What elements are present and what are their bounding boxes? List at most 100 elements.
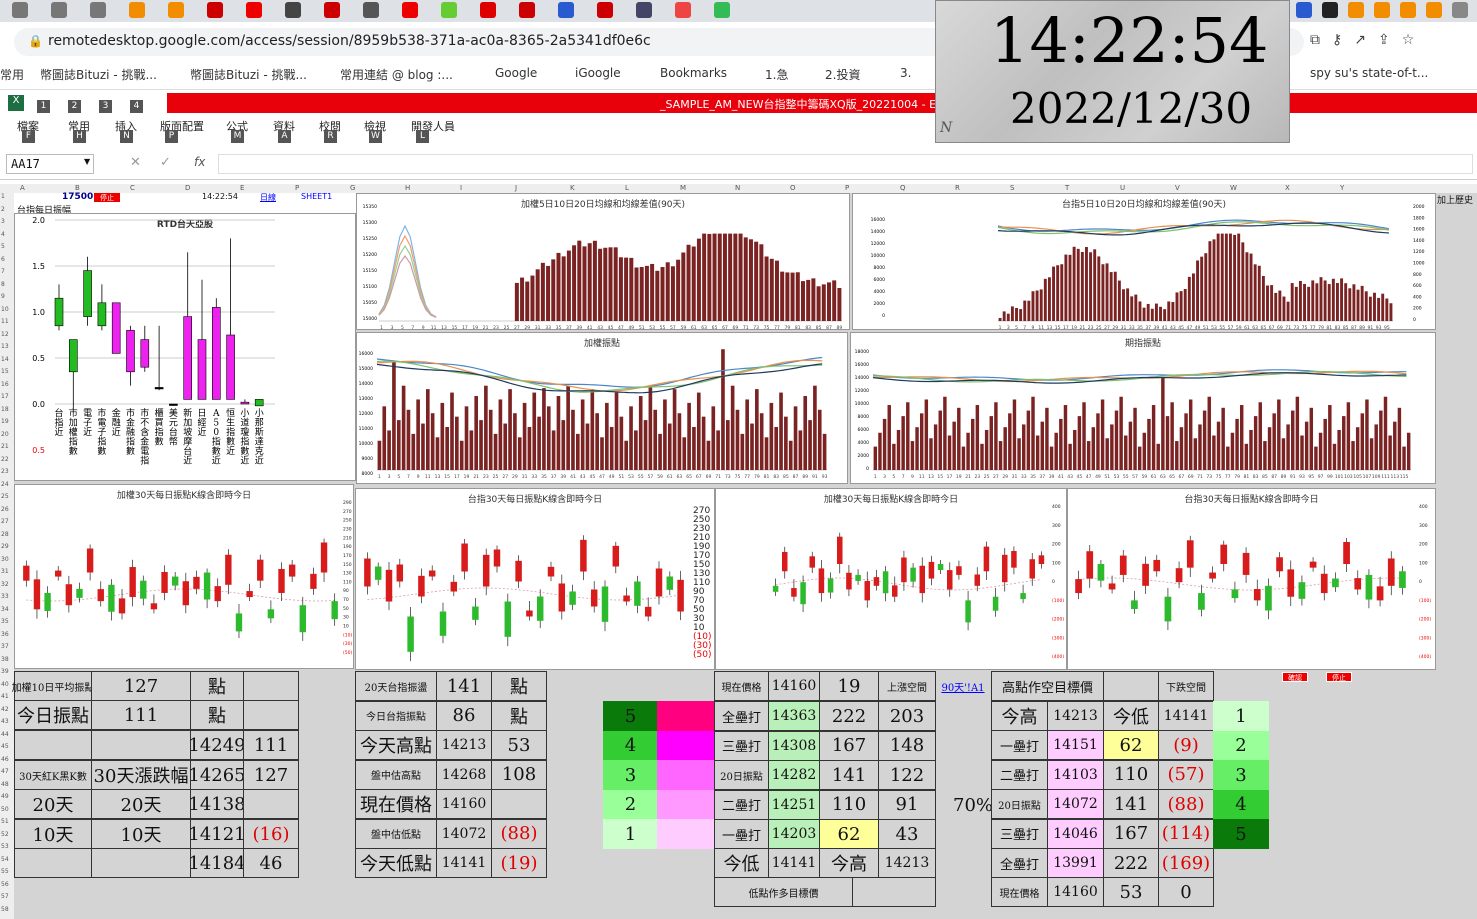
- fx-icon[interactable]: fx: [194, 155, 206, 169]
- row-header[interactable]: 15: [1, 368, 9, 375]
- row-header[interactable]: 12: [1, 330, 9, 338]
- tab-favicon-icon[interactable]: [51, 2, 67, 18]
- tab-favicon-icon[interactable]: [519, 2, 535, 18]
- tab-favicon-icon[interactable]: [324, 2, 340, 18]
- share-icon[interactable]: ⇪: [1378, 32, 1402, 48]
- row-header[interactable]: 16: [1, 380, 9, 388]
- tab-favicon-icon[interactable]: [1374, 2, 1390, 18]
- sheet-button[interactable]: 確認: [1282, 672, 1308, 682]
- row-header[interactable]: 58: [1, 905, 9, 913]
- row-header[interactable]: 24: [1, 480, 9, 488]
- row-header[interactable]: 35: [1, 618, 9, 625]
- row-header[interactable]: 34: [1, 605, 9, 613]
- ribbon-tab[interactable]: 常用: [68, 120, 90, 133]
- row-header[interactable]: 21: [1, 443, 9, 450]
- bookmark-item[interactable]: 常用: [0, 68, 25, 82]
- bookmark-item[interactable]: 3.: [900, 66, 912, 80]
- column-header[interactable]: Q: [900, 184, 906, 192]
- ribbon-tab[interactable]: 版面配置: [160, 120, 204, 133]
- row-header[interactable]: 19: [1, 418, 9, 425]
- tab-favicon-icon[interactable]: [1426, 2, 1442, 18]
- row-header[interactable]: 36: [1, 630, 9, 638]
- row-header[interactable]: 57: [1, 893, 9, 900]
- row-header[interactable]: 53: [1, 843, 9, 850]
- row-header[interactable]: 39: [1, 668, 9, 675]
- open-icon[interactable]: ↗: [1354, 32, 1378, 48]
- tab-favicon-icon[interactable]: [1348, 2, 1364, 18]
- row-header[interactable]: 50: [1, 805, 9, 813]
- sheet-button[interactable]: 停止: [1326, 672, 1352, 682]
- column-header[interactable]: Y: [1340, 184, 1345, 192]
- tab-favicon-icon[interactable]: [558, 2, 574, 18]
- ribbon-tab[interactable]: 插入: [115, 120, 137, 133]
- row-header[interactable]: 11: [1, 318, 9, 325]
- column-header[interactable]: D: [185, 184, 191, 192]
- bookmark-item[interactable]: 2.投資: [825, 68, 861, 82]
- row-header[interactable]: 7: [1, 268, 5, 275]
- row-header[interactable]: 40: [1, 680, 9, 688]
- row-header[interactable]: 9: [1, 293, 5, 300]
- tab-favicon-icon[interactable]: [675, 2, 691, 18]
- row-header[interactable]: 46: [1, 755, 9, 763]
- row-header[interactable]: 27: [1, 518, 9, 525]
- row-header[interactable]: 48: [1, 780, 9, 788]
- tab-favicon-icon[interactable]: [246, 2, 262, 18]
- ribbon-tab[interactable]: 檔案: [17, 120, 39, 133]
- tab-favicon-icon[interactable]: [441, 2, 457, 18]
- row-header[interactable]: 4: [1, 230, 5, 238]
- row-header[interactable]: 31: [1, 568, 9, 575]
- row-header[interactable]: 8: [1, 280, 5, 288]
- formula-input[interactable]: [218, 154, 1473, 174]
- ribbon-tab[interactable]: 資料: [273, 120, 295, 133]
- tab-favicon-icon[interactable]: [597, 2, 613, 18]
- row-header[interactable]: 3: [1, 218, 5, 225]
- star-icon[interactable]: ☆: [1401, 32, 1427, 48]
- row-header[interactable]: 43: [1, 718, 9, 725]
- bookmark-item[interactable]: 1.急: [765, 68, 789, 82]
- row-header[interactable]: 37: [1, 643, 9, 650]
- column-header[interactable]: I: [460, 184, 463, 192]
- row-header[interactable]: 52: [1, 830, 9, 838]
- column-header[interactable]: H: [405, 184, 411, 192]
- row-header[interactable]: 45: [1, 743, 9, 750]
- row-header[interactable]: 10: [1, 305, 9, 313]
- column-header[interactable]: B: [75, 184, 80, 192]
- tab-favicon-icon[interactable]: [129, 2, 145, 18]
- column-header[interactable]: U: [1120, 184, 1126, 192]
- tab-favicon-icon[interactable]: [1452, 2, 1468, 18]
- tab-favicon-icon[interactable]: [714, 2, 730, 18]
- column-header[interactable]: O: [790, 184, 796, 192]
- row-header[interactable]: 33: [1, 593, 9, 600]
- check-icon[interactable]: ✓: [160, 155, 171, 170]
- column-header[interactable]: P: [845, 184, 850, 192]
- row-header[interactable]: 49: [1, 793, 9, 800]
- tab-favicon-icon[interactable]: [636, 2, 652, 18]
- column-header[interactable]: T: [1065, 184, 1070, 192]
- bookmark-item[interactable]: Bookmarks: [660, 66, 728, 80]
- row-header[interactable]: 56: [1, 880, 9, 888]
- tab-favicon-icon[interactable]: [90, 2, 106, 18]
- ribbon-tab[interactable]: 檢視: [364, 120, 386, 133]
- tab-favicon-icon[interactable]: [402, 2, 418, 18]
- row-header[interactable]: 26: [1, 505, 9, 513]
- row-header[interactable]: 22: [1, 455, 9, 463]
- copy-icon[interactable]: ⧉: [1310, 32, 1332, 48]
- column-header[interactable]: L: [625, 184, 629, 192]
- stop-button[interactable]: 停止: [94, 193, 120, 202]
- bookmark-item[interactable]: Google: [495, 66, 538, 80]
- row-header[interactable]: 17: [1, 393, 9, 400]
- row-header[interactable]: 2: [1, 205, 5, 213]
- tab-favicon-icon[interactable]: [1322, 2, 1338, 18]
- column-header[interactable]: S: [1010, 184, 1015, 192]
- tab-favicon-icon[interactable]: [285, 2, 301, 18]
- column-header[interactable]: P: [295, 184, 300, 192]
- bookmark-item[interactable]: 常用連結 @ blog :...: [340, 68, 453, 82]
- tab-favicon-icon[interactable]: [168, 2, 184, 18]
- tab-favicon-icon[interactable]: [207, 2, 223, 18]
- cancel-icon[interactable]: ✕: [130, 155, 141, 170]
- row-header[interactable]: 18: [1, 405, 9, 413]
- column-header[interactable]: X: [1285, 184, 1290, 192]
- column-header[interactable]: C: [130, 184, 135, 192]
- row-header[interactable]: 32: [1, 580, 9, 588]
- column-header[interactable]: A: [20, 184, 25, 192]
